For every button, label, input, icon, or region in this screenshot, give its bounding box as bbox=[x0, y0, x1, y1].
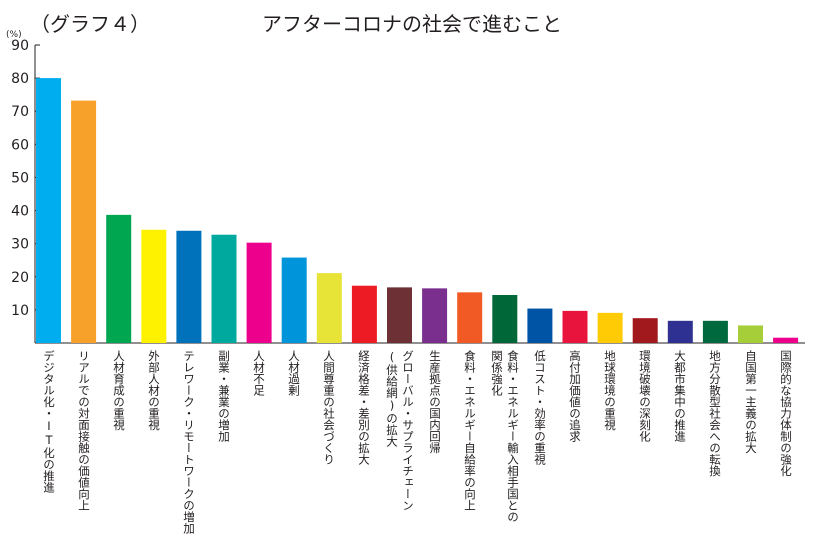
bar bbox=[632, 318, 658, 343]
x-tick-label: 地球環境の重視 bbox=[603, 350, 617, 431]
bar bbox=[351, 285, 377, 343]
bar bbox=[106, 214, 132, 343]
x-tick-label: リアルでの対面接触の価値向上 bbox=[77, 350, 91, 511]
bar bbox=[492, 294, 518, 343]
y-tick-label: 60 bbox=[11, 137, 29, 153]
bar bbox=[738, 325, 763, 343]
x-tick-label: 自国第一主義の拡大 bbox=[744, 350, 758, 454]
chart-title: アフターコロナの社会で進むこと bbox=[262, 12, 562, 36]
bar bbox=[527, 308, 553, 343]
bar bbox=[36, 78, 61, 343]
y-tick-label: 80 bbox=[11, 71, 29, 87]
x-tick-label: 大都市集中の推進 bbox=[673, 350, 687, 442]
x-tick-label: 副業・兼業の増加 bbox=[217, 350, 231, 442]
bar bbox=[667, 320, 693, 343]
x-tick-label: 低コスト・効率の重視 bbox=[533, 350, 547, 465]
bar bbox=[141, 229, 167, 343]
bar bbox=[702, 320, 728, 343]
x-tick-label: 生産拠点の国内回帰 bbox=[428, 350, 442, 454]
bar bbox=[211, 234, 237, 343]
bar bbox=[176, 230, 202, 343]
bar bbox=[316, 273, 342, 343]
bar bbox=[773, 337, 799, 343]
x-tick-label: 経済格差・差別の拡大 bbox=[357, 350, 371, 465]
bar bbox=[457, 292, 483, 343]
x-tick-label: 環境破壊の深刻化 bbox=[638, 350, 652, 442]
x-tick-label: テレワーク・リモートワークの増加 bbox=[182, 350, 196, 534]
x-tick-label: 国際的な協力体制の強化 bbox=[779, 350, 793, 477]
x-tick-label: 食料・エネルギー自給率の向上 bbox=[463, 350, 477, 511]
y-tick-label: 30 bbox=[11, 237, 29, 253]
x-tick-label: 人材育成の重視 bbox=[112, 350, 126, 431]
bar bbox=[281, 257, 307, 343]
y-tick-label: 20 bbox=[11, 270, 29, 286]
bar bbox=[422, 288, 448, 343]
y-tick-label: 70 bbox=[11, 104, 29, 120]
y-tick-label: 50 bbox=[11, 170, 29, 186]
y-axis-unit-label: (%) bbox=[6, 30, 22, 40]
x-tick-label: 人材過剰 bbox=[287, 350, 301, 396]
x-tick-label: 地方分散型社会への転換 bbox=[708, 350, 722, 477]
x-tick-label: 人材不足 bbox=[252, 350, 266, 396]
bar bbox=[387, 287, 412, 343]
bar bbox=[246, 242, 272, 343]
x-tick-label: 食料・エネルギー輸入相手国との 関係強化 bbox=[490, 350, 520, 523]
bar bbox=[562, 310, 588, 343]
x-tick-label: グローバル・サプライチェーン (供給網)の拡大 bbox=[385, 350, 415, 511]
y-tick-label: 40 bbox=[11, 204, 29, 220]
graph-number-label: （グラフ４） bbox=[30, 12, 150, 36]
y-tick-label: 90 bbox=[11, 38, 29, 54]
x-tick-label: 高付加価値の追求 bbox=[568, 350, 582, 442]
x-tick-label: 外部人材の重視 bbox=[147, 350, 161, 431]
bar bbox=[71, 100, 97, 343]
y-tick-label: 10 bbox=[11, 303, 29, 319]
x-tick-label: デジタル化・IT化の推進 bbox=[42, 350, 56, 493]
x-tick-label: 人間尊重の社会づくり bbox=[322, 350, 336, 465]
bar bbox=[597, 312, 623, 343]
